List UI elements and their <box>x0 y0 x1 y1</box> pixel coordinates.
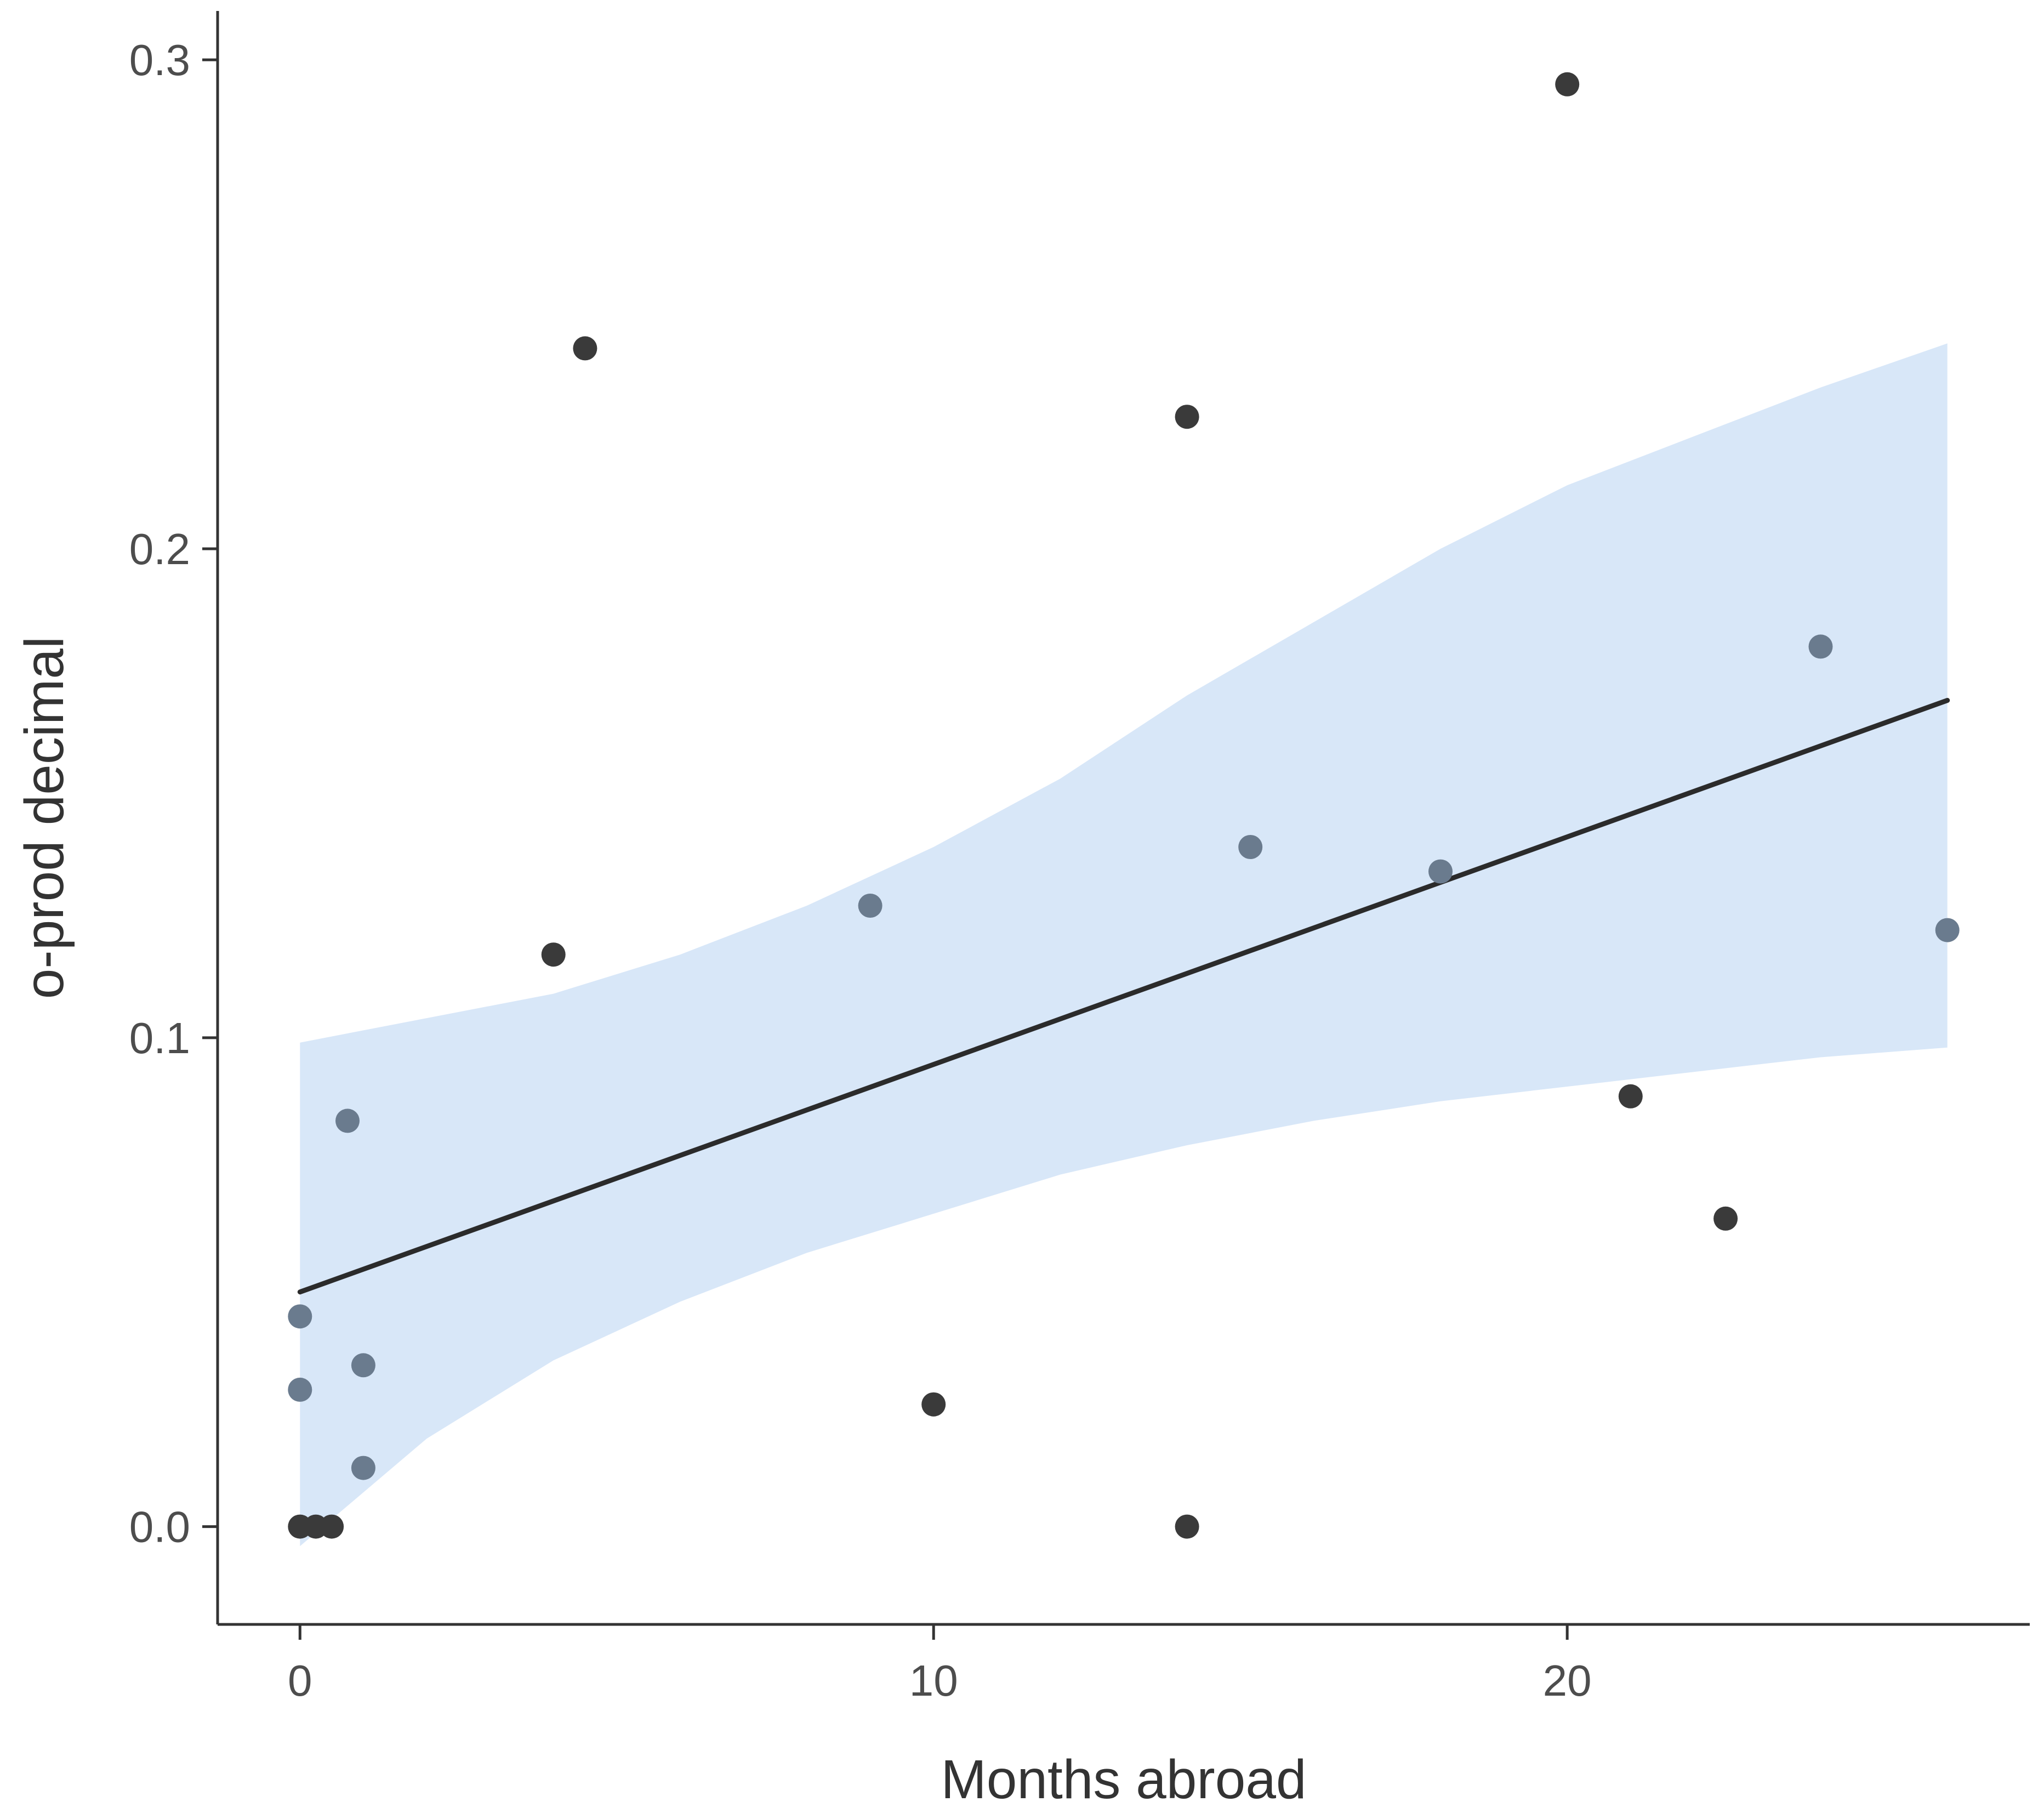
y-tick-label: 0.1 <box>129 1014 190 1062</box>
x-tick-label: 0 <box>288 1656 312 1705</box>
data-point <box>541 942 566 967</box>
data-point <box>921 1392 946 1417</box>
confidence-band <box>300 343 1948 1547</box>
data-point <box>1555 72 1580 96</box>
axes-layer <box>216 11 2030 1626</box>
data-points-layer <box>288 72 1960 1539</box>
data-point <box>1808 634 1833 659</box>
data-point <box>288 1377 312 1402</box>
x-axis-title: Months abroad <box>941 1749 1306 1810</box>
data-point <box>1238 835 1263 859</box>
data-point <box>1618 1084 1643 1109</box>
y-tick-label: 0.3 <box>129 36 190 84</box>
data-point <box>1428 859 1453 884</box>
data-point <box>351 1353 375 1378</box>
y-tick-label: 0.0 <box>129 1503 190 1551</box>
y-tick-label: 0.2 <box>129 525 190 573</box>
regression-line <box>297 698 1950 1295</box>
x-tick-label: 20 <box>1543 1656 1592 1705</box>
data-point <box>320 1514 344 1539</box>
data-point <box>335 1109 360 1133</box>
data-point <box>288 1304 312 1329</box>
data-point <box>573 336 597 361</box>
fit-line-layer <box>297 698 1950 1295</box>
data-point <box>858 894 882 918</box>
data-point <box>1175 405 1199 429</box>
confidence-band-layer <box>300 343 1948 1547</box>
y-axis-title: o-prod decimal <box>14 636 75 999</box>
x-tick-label: 10 <box>909 1656 958 1705</box>
data-point <box>1713 1206 1738 1231</box>
ticks-layer: 0.0 0.1 0.2 0.3 0 10 20 <box>129 36 1592 1705</box>
data-point <box>1175 1514 1199 1539</box>
data-point <box>1935 918 1960 942</box>
data-point <box>351 1456 375 1480</box>
